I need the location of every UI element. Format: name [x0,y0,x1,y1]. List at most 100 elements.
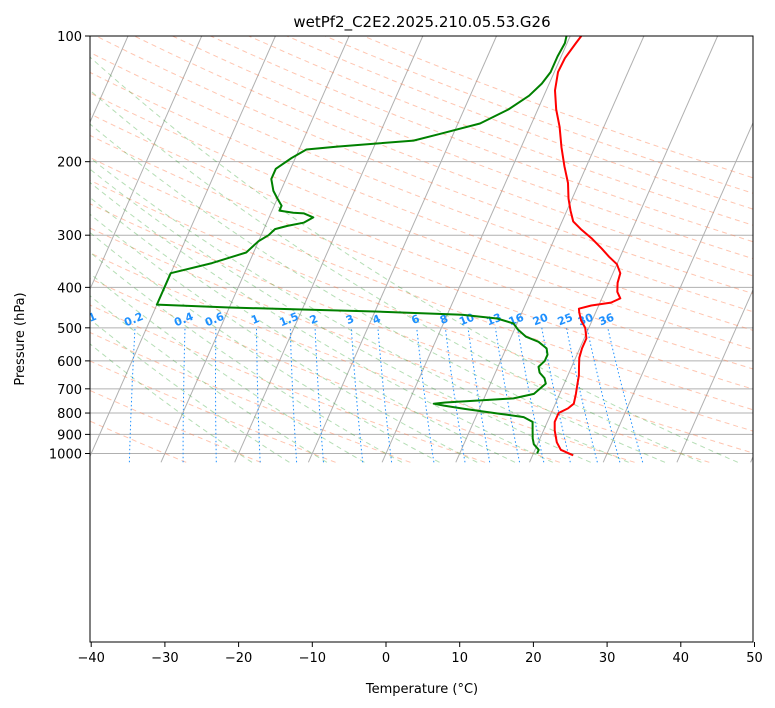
dry-adiabat-line [90,113,753,370]
mixing-ratio-line [350,327,364,463]
moist-adiabat-line [90,213,478,463]
moist-adiabat-line [90,251,403,463]
y-tick-label: 400 [57,281,82,296]
moist-adiabat-line [90,89,702,463]
x-tick-label: −30 [151,651,178,666]
mixing-ratio-label: 20 [531,311,550,329]
isotherm-gridline [381,36,571,463]
mixing-ratio-label: 1 [249,312,261,327]
dry-adiabat-line [90,389,262,463]
isotherm-gridline [307,36,497,463]
y-axis: 100 200 300 400 500 600 700 800 900 1000 [49,30,90,463]
isotherm-gridline [90,36,203,291]
dewpoint-profile-line [155,36,568,454]
mixing-ratio-label: 8 [438,312,450,327]
mixing-ratio-label: 2 [308,312,320,327]
x-tick-label: 20 [525,651,542,666]
mixing-ratio-label: 1.5 [277,310,300,329]
isotherm-gridline [750,455,753,463]
dry-adiabat-line [90,71,753,331]
mixing-ratio-label: 0.6 [203,310,226,329]
y-tick-label: 800 [57,407,82,422]
mixing-ratio-line [182,327,186,463]
mixing-ratio-line [517,327,545,463]
y-tick-label: 300 [57,229,82,244]
dry-adiabat-line [172,36,753,260]
y-tick-label: 200 [57,156,82,171]
dry-adiabat-line [210,36,753,243]
temperature-profile-line [553,36,622,457]
dry-adiabat-line [90,420,187,463]
y-tick-label: 500 [57,322,82,337]
mixing-ratio-line [377,327,393,463]
y-tick-label: 900 [57,428,82,443]
mixing-ratio-line [566,327,598,463]
x-axis: −40 −30 −20 −10 0 10 20 30 40 50 [77,642,763,666]
dry-adiabat-line [90,92,753,350]
mixing-ratio-line [314,327,324,463]
mixing-ratio-label: 16 [507,311,526,329]
isotherm-gridline [602,121,753,463]
dry-adiabat-line [90,252,635,463]
mixing-ratio-line [586,327,621,463]
moist-adiabat-line [90,231,440,463]
x-axis-label: Temperature (°C) [365,682,478,697]
x-tick-label: 50 [746,651,763,666]
moist-adiabat-line [90,343,253,463]
mixing-ratio-line [467,327,491,463]
mixing-ratio-label: 4 [371,312,383,327]
dry-adiabat-line [90,203,753,454]
moist-adiabat-line [90,196,516,463]
mixing-ratio-line [289,327,298,463]
mixing-ratio-line [416,327,435,463]
moist-adiabat-line [90,168,591,463]
plot-area: 0.10.20.40.611.52346810131620253036-100-… [0,36,753,463]
moist-adiabat-line [90,123,666,463]
dry-adiabat-line [90,157,753,411]
mixing-ratio-label: 30 [576,311,595,329]
isotherm-gridline [90,36,129,124]
dry-adiabat-line [90,360,336,463]
mixing-ratio-label: 0.4 [172,310,195,329]
x-tick-label: −40 [77,651,104,666]
mixing-ratio-label: 3 [344,312,356,327]
dry-adiabat-line [95,36,753,295]
mixing-ratio-label: 36 [597,311,616,329]
mixing-ratio-line [607,327,644,463]
dry-adiabat-line [90,278,560,463]
mixing-ratio-line [256,327,261,463]
y-tick-label: 600 [57,355,82,370]
mixing-ratio-label: 0.2 [122,310,145,329]
dry-adiabat-line [90,51,753,313]
mixing-ratio-line [494,327,521,463]
dry-adiabat-line [286,36,753,210]
moist-adiabat-line [90,181,553,463]
dry-adiabat-line [90,134,753,390]
isotherm-gridline [0,36,54,462]
x-tick-label: −20 [225,651,252,666]
mixing-ratio-label: 13 [485,311,504,329]
mixing-ratio-label: 0.1 [75,310,98,329]
isotherm-gridline [529,36,719,463]
x-tick-label: 30 [599,651,616,666]
x-tick-label: 40 [673,651,690,666]
y-tick-label: 1000 [49,448,82,463]
mixing-ratio-line [541,327,571,463]
isotherm-gridline [160,36,350,463]
x-tick-label: 0 [382,651,390,666]
isotherm-gridline [90,36,276,458]
mixing-ratio-line [215,327,217,463]
mixing-ratio-label: 10 [457,311,476,329]
mixing-ratio-line [444,327,466,463]
x-tick-label: 10 [451,651,468,666]
mixing-ratio-line [128,327,136,463]
dry-adiabat-line [90,179,753,432]
moist-adiabat-line [90,295,328,463]
moist-adiabat-line [90,157,629,463]
plot-frame [89,35,754,643]
isotherm-gridline [455,36,645,463]
chart-title: wetPf2_C2E2.2025.210.05.53.G26 [293,13,550,32]
y-tick-label: 700 [57,383,82,398]
y-axis-label: Pressure (hPa) [13,292,28,385]
